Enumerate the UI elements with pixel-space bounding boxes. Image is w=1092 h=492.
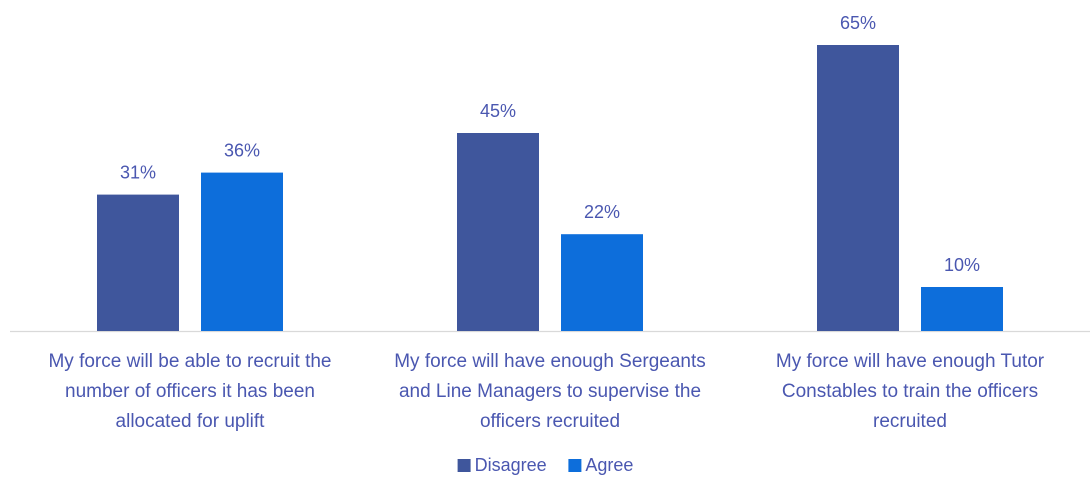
- bar-disagree-1: [97, 194, 179, 331]
- data-label-agree-2: 22%: [584, 202, 620, 222]
- legend: Disagree Agree: [457, 455, 633, 475]
- data-label-disagree-2: 45%: [480, 101, 516, 121]
- bar-agree-1: [201, 172, 283, 331]
- data-label-agree-3: 10%: [944, 255, 980, 275]
- category-label-line: Constables to train the officers: [782, 381, 1038, 402]
- category-label-line: My force will have enough Sergeants: [394, 351, 706, 372]
- category-label-line: and Line Managers to supervise the: [399, 381, 701, 402]
- data-label-agree-1: 36%: [224, 141, 260, 161]
- legend-label-disagree: Disagree: [475, 455, 547, 475]
- bar-agree-3: [921, 287, 1003, 331]
- data-label-disagree-3: 65%: [840, 13, 876, 33]
- bar-agree-2: [561, 234, 643, 331]
- legend-swatch-disagree: [457, 459, 471, 472]
- category-label-line: recruited: [873, 411, 947, 432]
- bar-disagree-3: [817, 45, 899, 331]
- data-labels-group: 31% 36% 45% 22% 65% 10%: [120, 13, 980, 275]
- legend-swatch-agree: [568, 459, 582, 472]
- category-label-line: number of officers it has been: [65, 381, 315, 402]
- category-labels-group: My force will be able to recruit the numb…: [48, 351, 1044, 432]
- bars-group: [97, 45, 1003, 331]
- data-label-disagree-1: 31%: [120, 163, 156, 183]
- category-label-line: officers recruited: [480, 411, 620, 432]
- category-label-2: My force will have enough Sergeants and L…: [394, 351, 706, 432]
- legend-label-agree: Agree: [585, 455, 633, 475]
- category-label-1: My force will be able to recruit the numb…: [48, 351, 331, 432]
- category-label-line: My force will have enough Tutor: [776, 351, 1045, 372]
- category-label-line: My force will be able to recruit the: [48, 351, 331, 372]
- category-label-3: My force will have enough Tutor Constable…: [776, 351, 1045, 432]
- bar-disagree-2: [457, 133, 539, 331]
- category-label-line: allocated for uplift: [116, 411, 266, 432]
